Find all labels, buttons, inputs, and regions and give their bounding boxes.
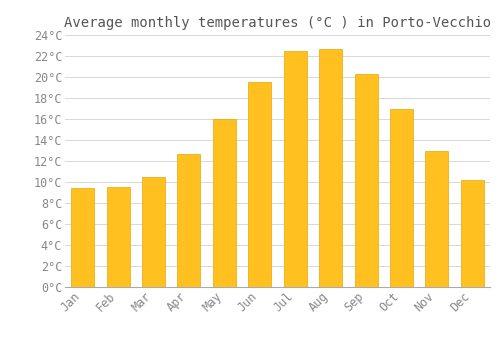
Bar (390, 108, 413, 287)
Bar (426, 150, 448, 287)
Title: Average monthly temperatures (°C ) in Porto-Vecchio: Average monthly temperatures (°C ) in Po… (64, 16, 491, 30)
Bar (354, 74, 378, 287)
Bar (142, 177, 165, 287)
Bar (461, 180, 484, 287)
Bar (178, 154, 201, 287)
Bar (319, 49, 342, 287)
Bar (106, 187, 130, 287)
Bar (213, 119, 236, 287)
Bar (71, 188, 94, 287)
Bar (248, 82, 272, 287)
Bar (284, 51, 306, 287)
